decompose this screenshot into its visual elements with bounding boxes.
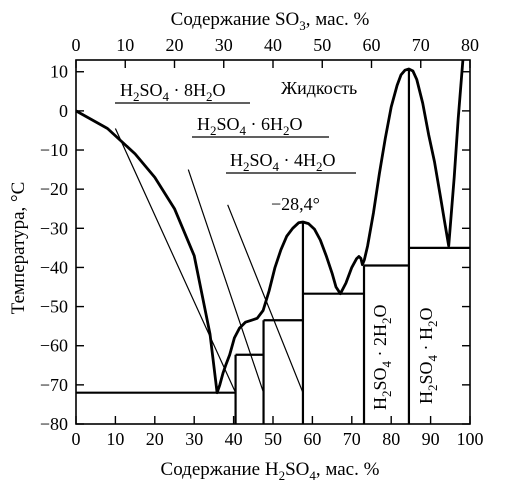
x2-tick-label: 70 [412, 35, 430, 55]
diagram-lines [75, 59, 470, 424]
top-axis-title: Содержание SO3, мас. % [171, 9, 370, 33]
x2-tick-label: 40 [264, 35, 282, 55]
x-tick-label: 90 [422, 429, 440, 449]
max-temp-label: −28,4° [271, 194, 320, 214]
y-tick-label: −10 [40, 140, 68, 160]
label-h2so4-2h2o: H2SO4 · 2H2O [370, 304, 394, 410]
x-tick-label: 40 [225, 429, 243, 449]
y-tick-label: −30 [40, 218, 68, 238]
y-tick-label: −40 [40, 257, 68, 277]
y-tick-label: 10 [50, 62, 68, 82]
x2-tick-label: 60 [363, 35, 381, 55]
bottom-axis-title: Содержание H2SO4, мас. % [161, 459, 380, 483]
x2-tick-label: 80 [461, 35, 479, 55]
x-tick-label: 20 [146, 429, 164, 449]
x-tick-label: 10 [106, 429, 124, 449]
x-tick-label: 70 [343, 429, 361, 449]
y-tick-label: −60 [40, 336, 68, 356]
x-tick-label: 100 [457, 429, 484, 449]
x2-tick-label: 10 [116, 35, 134, 55]
label-h2so4-6h2o: H2SO4 · 6H2O [197, 114, 303, 138]
y-tick-label: −20 [40, 179, 68, 199]
x2-tick-label: 30 [215, 35, 233, 55]
metastable-line [114, 128, 237, 393]
x-tick-label: 0 [72, 429, 81, 449]
y-tick-label: 0 [59, 101, 68, 121]
liquid-label: Жидкость [281, 78, 357, 98]
x2-tick-label: 50 [313, 35, 331, 55]
y-tick-label: −70 [40, 375, 68, 395]
x-tick-label: 30 [185, 429, 203, 449]
y-tick-label: −50 [40, 297, 68, 317]
y-tick-label: −80 [40, 414, 68, 434]
x-tick-label: 80 [382, 429, 400, 449]
label-h2so4-8h2o: H2SO4 · 8H2O [120, 80, 226, 104]
label-h2so4-4h2o: H2SO4 · 4H2O [230, 150, 336, 174]
liquidus-curve [75, 59, 465, 395]
label-h2so4-h2o: H2SO4 · H2O [416, 307, 440, 404]
x-tick-label: 50 [264, 429, 282, 449]
y-axis-title: Температура, °C [8, 182, 29, 315]
x2-tick-label: 0 [72, 35, 81, 55]
x2-tick-label: 20 [166, 35, 184, 55]
x-tick-label: 60 [303, 429, 321, 449]
